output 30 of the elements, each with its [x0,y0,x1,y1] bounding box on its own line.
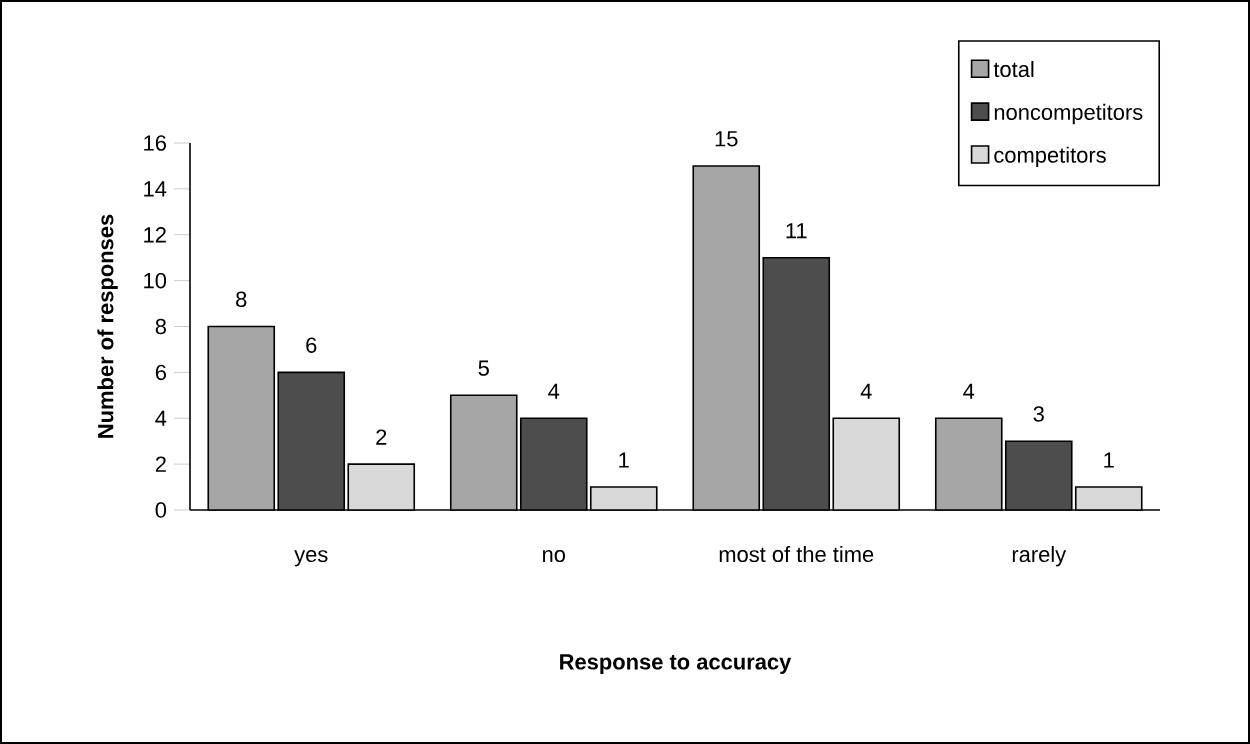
y-tick-label: 6 [155,364,166,381]
data-label: 11 [786,223,807,239]
x-tick-label: yes [294,550,328,567]
data-label: 3 [1033,406,1044,422]
y-tick-label: 2 [155,456,166,472]
y-tick-label: 4 [155,410,167,426]
data-label: 4 [860,383,872,399]
legend-label: noncompetitors [994,103,1143,125]
x-tick-label: most of the time [719,546,874,563]
x-tick-label: rarely [1012,546,1067,567]
data-label: 2 [376,429,387,445]
legend-label: competitors [994,146,1106,168]
data-label: 4 [963,383,975,399]
legend-label: total [993,61,1034,78]
data-label: 8 [236,291,247,308]
data-label: 15 [715,131,738,147]
data-label: 6 [306,337,317,353]
x-axis-title: Response to accuracy [560,654,792,674]
y-tick-label: 14 [144,181,167,197]
x-tick-label: no [543,550,565,563]
y-tick-label: 0 [155,502,167,518]
y-tick-label: 8 [155,318,166,335]
data-label: 5 [478,360,489,376]
y-tick-label: 10 [144,272,167,289]
data-label: 1 [619,452,629,468]
data-label: 4 [548,383,560,399]
y-axis-title: Number of responses [97,214,118,438]
y-tick-label: 12 [144,227,166,243]
data-label: 1 [1104,452,1114,468]
y-tick-label: 16 [144,135,166,151]
